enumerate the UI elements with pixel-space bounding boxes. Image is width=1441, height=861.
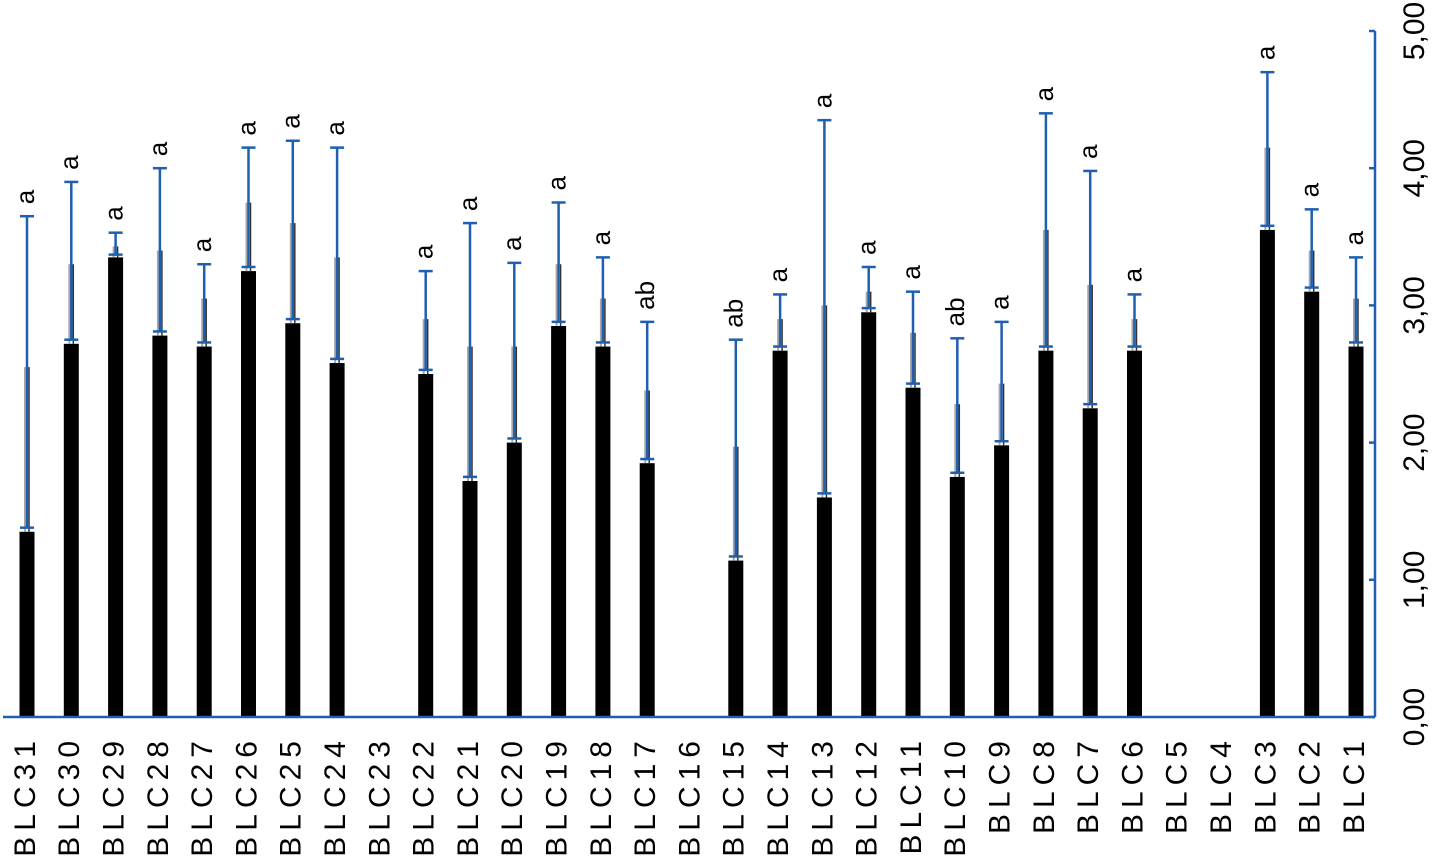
x-tick-label: BLC13 <box>806 735 839 857</box>
bar <box>772 350 788 717</box>
x-tick-label: BLC25 <box>275 735 308 857</box>
significance-label: a <box>276 114 306 129</box>
x-tick-label: BLC30 <box>53 735 86 857</box>
bar <box>905 387 921 717</box>
significance-label: a <box>10 189 40 204</box>
bar <box>1259 229 1275 717</box>
x-tick-labels-layer: BLC31 BLC30 BLC29 BLC28 BLC27 BLC26 BLC25 BLC24… <box>9 735 1371 857</box>
bar <box>861 312 877 717</box>
significance-label: a <box>1029 86 1059 101</box>
x-tick-label: BLC11 <box>895 735 928 855</box>
bar <box>994 445 1010 717</box>
x-tick-label: BLC2 <box>1294 735 1327 834</box>
bar <box>506 442 522 717</box>
x-tick-label: BLC14 <box>762 735 795 857</box>
y-tick-label: 5,00 <box>1398 2 1431 60</box>
error-bars-layer <box>20 70 1363 561</box>
significance-label: a <box>852 240 882 255</box>
x-tick-label: BLC3 <box>1249 735 1282 834</box>
x-tick-label: BLC9 <box>984 735 1017 834</box>
x-tick-label: BLC27 <box>186 735 219 857</box>
bar <box>418 374 434 717</box>
bar <box>196 346 212 717</box>
bar <box>1038 350 1054 717</box>
y-tick-label: 2,00 <box>1398 413 1431 471</box>
bar <box>816 497 832 717</box>
bar <box>551 325 567 717</box>
y-tick-label: 0,00 <box>1398 688 1431 746</box>
x-tick-label: BLC8 <box>1028 735 1061 834</box>
y-tick-label: 4,00 <box>1398 139 1431 197</box>
y-tick-label: 1,00 <box>1398 551 1431 609</box>
x-tick-label: BLC15 <box>718 735 751 857</box>
significance-label: a <box>984 295 1014 310</box>
significance-label: a <box>541 176 571 191</box>
x-tick-label: BLC1 <box>1338 735 1371 834</box>
x-tick-label: BLC4 <box>1205 735 1238 834</box>
bar <box>1082 408 1098 717</box>
x-tick-label: BLC22 <box>408 735 441 857</box>
significance-label: a <box>763 267 793 282</box>
significance-label: a <box>143 141 173 156</box>
x-tick-label: BLC21 <box>452 735 485 857</box>
significance-label: a <box>98 206 128 221</box>
significance-label: a <box>1117 267 1147 282</box>
x-tick-label: BLC29 <box>98 735 131 857</box>
significance-label: a <box>320 121 350 136</box>
x-tick-label: BLC17 <box>629 735 662 857</box>
x-tick-label: BLC16 <box>673 735 706 857</box>
bar <box>728 560 744 717</box>
bar <box>19 531 35 717</box>
significance-label: a <box>1250 45 1280 60</box>
y-axis: 0,00 1,00 2,00 3,00 4,00 5,00 <box>3 2 1431 746</box>
significance-label: a <box>409 244 439 259</box>
x-tick-label: BLC5 <box>1161 735 1194 834</box>
bar <box>108 257 124 717</box>
x-tick-label: BLC26 <box>230 735 263 857</box>
significance-label: a <box>231 121 261 136</box>
x-tick-label: BLC12 <box>851 735 884 857</box>
x-tick-label: BLC7 <box>1072 735 1105 834</box>
bar <box>63 343 79 717</box>
bar <box>1348 346 1364 717</box>
y-tick-label: 3,00 <box>1398 276 1431 334</box>
significance-label: a <box>187 237 217 252</box>
significance-label: a <box>1073 144 1103 159</box>
significance-label: a <box>453 196 483 211</box>
x-tick-label: BLC20 <box>496 735 529 857</box>
significance-label: a <box>497 236 527 251</box>
bars-layer <box>19 229 1364 718</box>
bar <box>639 463 655 717</box>
significance-label: a <box>1295 182 1325 197</box>
bar <box>152 335 168 717</box>
significance-label: ab <box>719 299 749 328</box>
bar <box>329 363 345 717</box>
x-tick-label: BLC28 <box>142 735 175 857</box>
significance-label: a <box>807 93 837 108</box>
significance-label: ab <box>630 281 660 310</box>
bar <box>1304 291 1320 717</box>
x-tick-label: BLC23 <box>363 735 396 857</box>
significance-label: a <box>54 155 84 170</box>
x-tick-label: BLC31 <box>9 735 42 857</box>
bar <box>462 481 478 717</box>
x-tick-label: BLC24 <box>319 735 352 857</box>
bar <box>595 346 611 717</box>
significance-label: a <box>1339 230 1369 245</box>
bar <box>949 476 965 717</box>
x-tick-label: BLC10 <box>939 735 972 857</box>
x-tick-label: BLC6 <box>1116 735 1149 834</box>
bar <box>285 323 301 717</box>
x-tick-label: BLC19 <box>541 735 574 857</box>
bar <box>241 271 256 717</box>
bar <box>1127 350 1142 717</box>
significance-label: ab <box>940 297 970 326</box>
significance-label: a <box>896 265 926 280</box>
significance-label: a <box>586 230 616 245</box>
x-tick-label: BLC18 <box>585 735 618 857</box>
